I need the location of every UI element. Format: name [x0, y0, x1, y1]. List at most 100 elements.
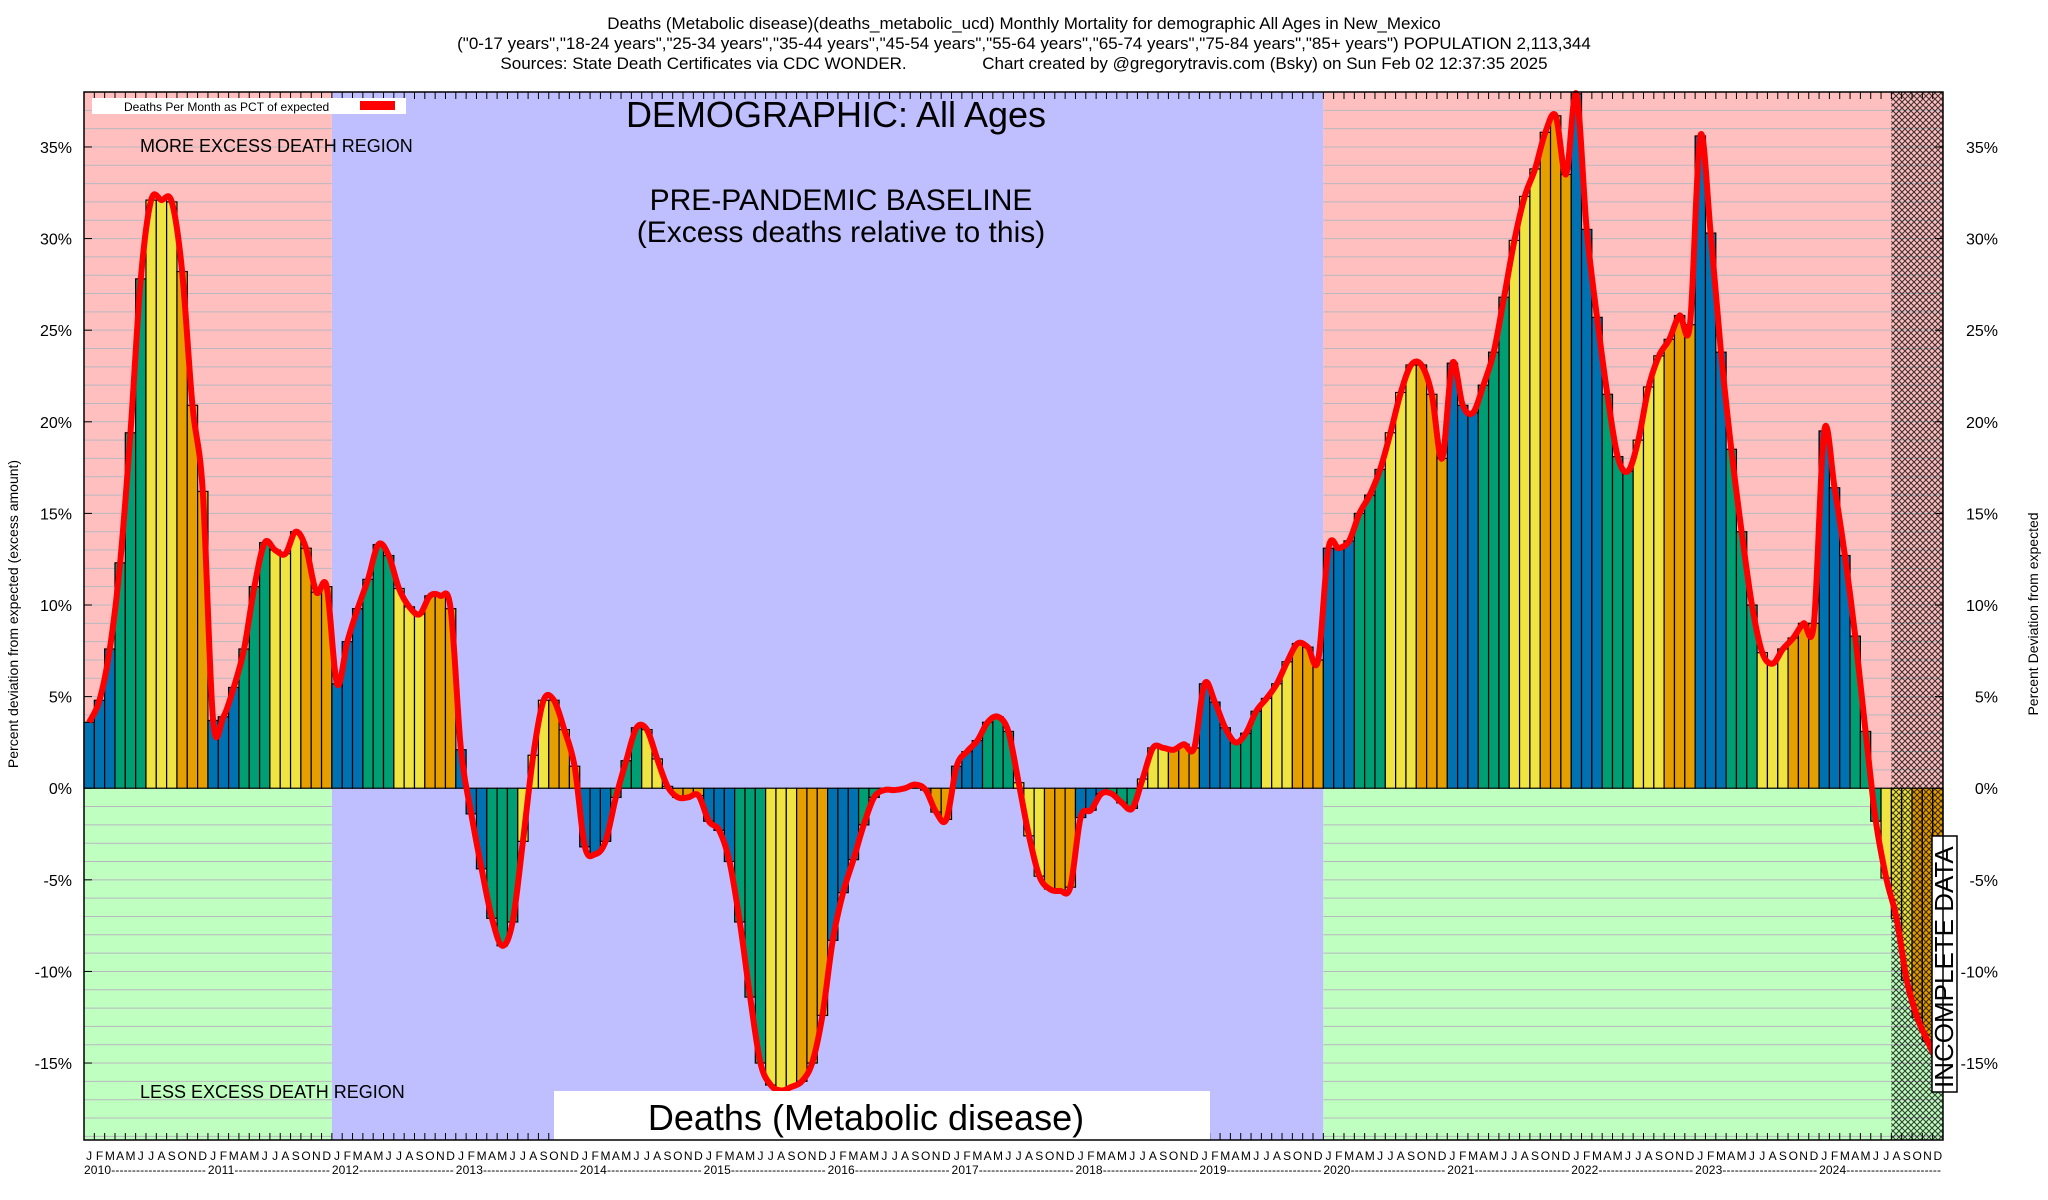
- bar: [1271, 683, 1283, 789]
- bar: [1766, 663, 1779, 789]
- x-month-label: J: [757, 1149, 763, 1163]
- bar: [1167, 749, 1180, 789]
- x-month-label: M: [1344, 1149, 1354, 1163]
- x-month-label: D: [1934, 1149, 1943, 1163]
- y-tick-label-left: 25%: [40, 323, 72, 340]
- x-month-label: M: [1117, 1149, 1127, 1163]
- x-year-label: 2016-----------------------: [828, 1163, 950, 1177]
- x-month-label: M: [869, 1149, 879, 1163]
- x-month-label: D: [446, 1149, 455, 1163]
- x-month-label: N: [684, 1149, 693, 1163]
- bar: [279, 553, 292, 789]
- x-month-label: O: [1541, 1149, 1550, 1163]
- x-month-label: A: [364, 1149, 372, 1163]
- x-year-label: 2014-----------------------: [580, 1163, 702, 1177]
- bar: [1570, 93, 1583, 789]
- x-month-label: A: [1232, 1149, 1240, 1163]
- y-tick-label-right: 30%: [1966, 232, 1998, 249]
- x-month-label: N: [1675, 1149, 1684, 1163]
- bar: [1539, 131, 1552, 789]
- x-month-label: M: [1861, 1149, 1871, 1163]
- x-month-label: D: [694, 1149, 703, 1163]
- y-tick-label-left: 30%: [40, 232, 72, 249]
- x-month-label: J: [1377, 1149, 1383, 1163]
- x-month-label: J: [210, 1149, 216, 1163]
- x-month-label: F: [1087, 1149, 1094, 1163]
- bar: [1529, 168, 1541, 789]
- x-month-label: J: [582, 1149, 588, 1163]
- x-month-label: S: [1655, 1149, 1663, 1163]
- x-month-label: J: [458, 1149, 464, 1163]
- x-month-label: A: [1521, 1149, 1529, 1163]
- x-month-label: N: [1304, 1149, 1313, 1163]
- x-month-label: A: [488, 1149, 496, 1163]
- x-month-label: J: [1749, 1149, 1755, 1163]
- legend-swatch: [360, 101, 395, 110]
- x-month-label: O: [1417, 1149, 1426, 1163]
- bar: [1518, 195, 1531, 789]
- bar: [1653, 355, 1665, 789]
- y-tick-label-right: 20%: [1966, 415, 1998, 432]
- y-tick-label-left: 5%: [49, 690, 72, 707]
- x-month-label: O: [301, 1149, 310, 1163]
- x-month-label: A: [777, 1149, 785, 1163]
- y-tick-label-right: -5%: [1970, 873, 1998, 890]
- x-month-label: A: [1025, 1149, 1033, 1163]
- bar: [806, 787, 818, 1064]
- x-month-label: O: [1045, 1149, 1054, 1163]
- bar: [1043, 787, 1056, 890]
- x-year-label: 2013-----------------------: [456, 1163, 578, 1177]
- more-excess-region-label: MORE EXCESS DEATH REGION: [140, 136, 413, 156]
- y-tick-label-left: 0%: [49, 781, 72, 798]
- bar: [1333, 547, 1345, 789]
- x-month-label: O: [425, 1149, 434, 1163]
- bar: [1777, 648, 1789, 789]
- bar: [1436, 457, 1448, 789]
- x-month-label: O: [673, 1149, 682, 1163]
- bar: [1405, 364, 1417, 789]
- x-month-label: J: [1016, 1149, 1022, 1163]
- bar: [362, 578, 374, 789]
- x-month-label: M: [1468, 1149, 1478, 1163]
- x-month-label: A: [1603, 1149, 1611, 1163]
- x-month-label: J: [768, 1149, 774, 1163]
- x-month-label: D: [1066, 1149, 1075, 1163]
- x-month-label: D: [1314, 1149, 1323, 1163]
- x-month-label: S: [1159, 1149, 1167, 1163]
- x-month-label: D: [1686, 1149, 1695, 1163]
- x-month-label: N: [1056, 1149, 1065, 1163]
- bar: [145, 199, 157, 789]
- bar: [1715, 351, 1727, 789]
- y-tick-label-right: -10%: [1961, 964, 1998, 981]
- chart-sources: Sources: State Death Certificates via CD…: [500, 54, 907, 73]
- axis-ticks: 35% 35% 30% 30% 25% 25% 20% 20% 15% 15% 10% 10% 5% 5%…: [35, 92, 1998, 1177]
- x-month-label: A: [1149, 1149, 1157, 1163]
- x-month-label: J: [1387, 1149, 1393, 1163]
- x-month-label: M: [724, 1149, 734, 1163]
- x-year-label: 2021-----------------------: [1447, 1163, 1569, 1177]
- bar: [1704, 232, 1717, 789]
- x-month-label: J: [881, 1149, 887, 1163]
- bar: [413, 613, 426, 789]
- x-month-label: J: [1129, 1149, 1135, 1163]
- x-year-label: 2023-----------------------: [1695, 1163, 1817, 1177]
- x-month-label: A: [1769, 1149, 1777, 1163]
- x-month-label: J: [1325, 1149, 1331, 1163]
- y-tick-label-right: 15%: [1966, 506, 1998, 523]
- x-month-label: M: [105, 1149, 115, 1163]
- x-month-label: S: [168, 1149, 176, 1163]
- x-month-label: F: [96, 1149, 103, 1163]
- x-month-label: J: [510, 1149, 516, 1163]
- x-month-label: F: [220, 1149, 227, 1163]
- y-tick-label-left: 10%: [40, 598, 72, 615]
- bar: [1302, 646, 1314, 789]
- x-month-label: S: [416, 1149, 424, 1163]
- x-month-label: M: [353, 1149, 363, 1163]
- x-month-label: J: [1253, 1149, 1259, 1163]
- x-month-label: S: [1283, 1149, 1291, 1163]
- chart-title: Deaths (Metabolic disease)(deaths_metabo…: [607, 14, 1441, 33]
- bar: [382, 554, 395, 789]
- x-month-label: A: [1727, 1149, 1735, 1163]
- chart-sources-credit: Sources: State Death Certificates via CD…: [0, 54, 2048, 74]
- x-month-label: F: [344, 1149, 351, 1163]
